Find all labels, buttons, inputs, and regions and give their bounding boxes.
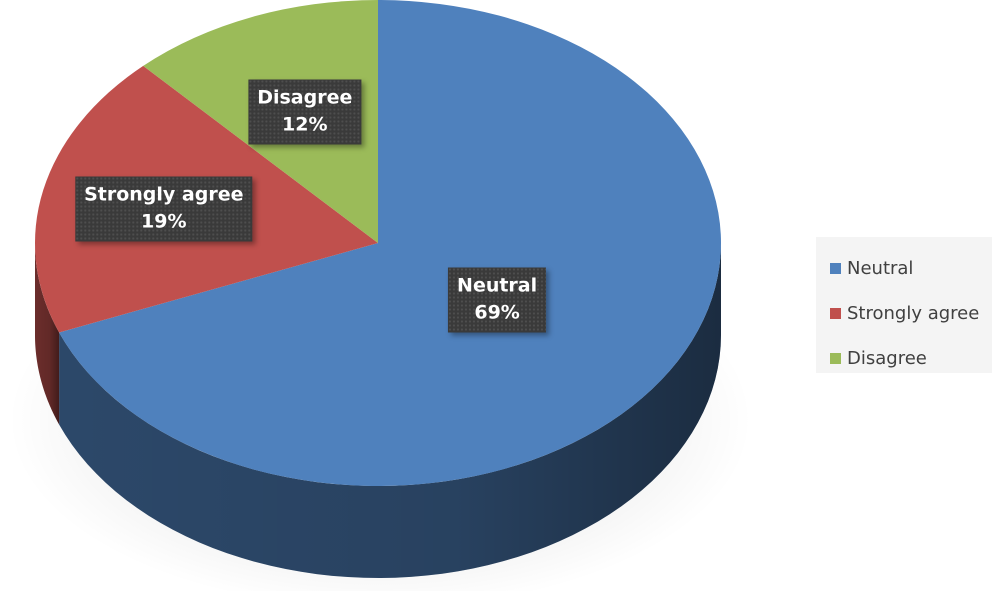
legend-swatch-strongly-agree (830, 308, 841, 319)
data-label-value-strongly-agree: 19% (141, 210, 187, 233)
pie-side-shade-neutral (59, 243, 721, 578)
legend-item-neutral: Neutral (816, 246, 992, 291)
chart-legend: Neutral Strongly agree Disagree (816, 237, 992, 373)
legend-item-disagree: Disagree (816, 336, 992, 381)
data-label-disagree: Disagree 12% (248, 79, 362, 145)
data-label-value-disagree: 12% (282, 113, 328, 136)
data-label-category-neutral: Neutral (457, 274, 538, 297)
pie-side-shade-strongly-agree (35, 243, 60, 425)
data-label-strongly-agree: Strongly agree 19% (75, 176, 253, 242)
legend-item-strongly-agree: Strongly agree (816, 291, 992, 336)
data-label-category-strongly-agree: Strongly agree (84, 183, 244, 206)
data-label-category-disagree: Disagree (257, 86, 353, 109)
data-label-neutral: Neutral 69% (448, 267, 547, 333)
legend-swatch-disagree (830, 353, 841, 364)
legend-swatch-neutral (830, 263, 841, 274)
legend-label-strongly-agree: Strongly agree (847, 303, 980, 324)
legend-label-disagree: Disagree (847, 348, 927, 369)
pie-slice-neutral (59, 0, 721, 486)
legend-label-neutral: Neutral (847, 258, 914, 279)
data-label-value-neutral: 69% (474, 301, 520, 324)
pie-sides (35, 243, 721, 578)
pie-slices (35, 0, 721, 486)
